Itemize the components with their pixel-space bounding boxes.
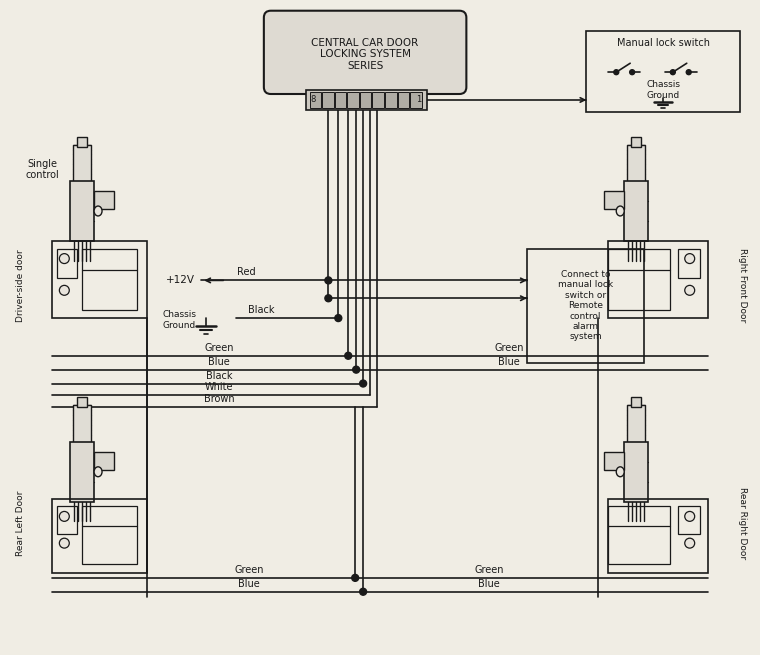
Circle shape bbox=[670, 69, 676, 75]
Bar bbox=[309, 92, 321, 108]
Circle shape bbox=[685, 538, 695, 548]
Bar bbox=[372, 92, 384, 108]
Text: Blue: Blue bbox=[208, 357, 230, 367]
Bar bbox=[70, 181, 94, 241]
Ellipse shape bbox=[616, 467, 624, 477]
Bar bbox=[608, 498, 708, 573]
Bar bbox=[624, 442, 648, 502]
Ellipse shape bbox=[94, 206, 102, 216]
Circle shape bbox=[345, 352, 352, 359]
Bar bbox=[624, 181, 648, 241]
Bar bbox=[73, 405, 91, 445]
Bar bbox=[608, 506, 670, 564]
Text: Rear Left Door: Rear Left Door bbox=[16, 491, 25, 556]
Circle shape bbox=[614, 69, 619, 75]
Text: Green: Green bbox=[494, 343, 524, 353]
Circle shape bbox=[685, 253, 695, 263]
Bar bbox=[604, 452, 624, 470]
Circle shape bbox=[352, 574, 359, 582]
Text: Blue: Blue bbox=[238, 579, 260, 589]
Text: Green: Green bbox=[204, 343, 234, 353]
Bar bbox=[631, 398, 641, 407]
Bar bbox=[678, 249, 700, 278]
Text: Driver-side door: Driver-side door bbox=[16, 249, 25, 322]
Bar bbox=[82, 249, 137, 310]
Circle shape bbox=[59, 286, 69, 295]
Bar bbox=[57, 249, 78, 278]
Text: Brown: Brown bbox=[204, 394, 235, 404]
Bar bbox=[678, 506, 700, 534]
Bar bbox=[627, 405, 645, 445]
Text: Black: Black bbox=[206, 371, 233, 381]
Bar bbox=[359, 92, 372, 108]
Text: Chassis
Ground: Chassis Ground bbox=[163, 310, 197, 329]
Text: +12V: +12V bbox=[166, 275, 195, 286]
Circle shape bbox=[59, 538, 69, 548]
Bar bbox=[627, 145, 645, 184]
Circle shape bbox=[685, 512, 695, 521]
Circle shape bbox=[325, 277, 332, 284]
Bar bbox=[94, 191, 114, 209]
Circle shape bbox=[630, 69, 635, 75]
Text: Green: Green bbox=[234, 565, 264, 575]
Text: White: White bbox=[205, 383, 233, 392]
Bar bbox=[82, 506, 137, 564]
Bar bbox=[94, 452, 114, 470]
Bar bbox=[527, 249, 644, 363]
Bar bbox=[70, 442, 94, 502]
Text: Manual lock switch: Manual lock switch bbox=[617, 39, 710, 48]
Bar bbox=[608, 241, 708, 318]
Circle shape bbox=[685, 286, 695, 295]
Text: Red: Red bbox=[236, 267, 255, 278]
Bar bbox=[587, 31, 740, 112]
Circle shape bbox=[686, 69, 691, 75]
Bar bbox=[410, 92, 422, 108]
Bar bbox=[604, 191, 624, 209]
Text: 1: 1 bbox=[416, 96, 422, 104]
Text: Single
control: Single control bbox=[26, 159, 59, 180]
Text: Blue: Blue bbox=[498, 357, 520, 367]
Circle shape bbox=[335, 314, 342, 322]
Text: Connect to
manual lock
switch or
Remote
control
alarm
system: Connect to manual lock switch or Remote … bbox=[558, 270, 613, 341]
Text: Rear Right Door: Rear Right Door bbox=[738, 487, 747, 559]
Bar bbox=[306, 90, 426, 110]
Circle shape bbox=[59, 512, 69, 521]
Bar bbox=[397, 92, 409, 108]
Bar bbox=[608, 249, 670, 310]
Text: Chassis
Ground: Chassis Ground bbox=[647, 81, 680, 100]
Text: 8: 8 bbox=[311, 96, 316, 104]
Bar bbox=[347, 92, 359, 108]
Bar bbox=[631, 137, 641, 147]
Ellipse shape bbox=[616, 206, 624, 216]
Text: CENTRAL CAR DOOR
LOCKING SYSTEM
SERIES: CENTRAL CAR DOOR LOCKING SYSTEM SERIES bbox=[312, 38, 419, 71]
Bar bbox=[322, 92, 334, 108]
Bar bbox=[52, 498, 147, 573]
Circle shape bbox=[325, 295, 332, 302]
Bar bbox=[52, 241, 147, 318]
Bar bbox=[57, 506, 78, 534]
Bar bbox=[73, 145, 91, 184]
FancyBboxPatch shape bbox=[264, 10, 467, 94]
Bar bbox=[385, 92, 397, 108]
Text: Black: Black bbox=[248, 305, 274, 315]
Circle shape bbox=[359, 380, 366, 387]
Bar bbox=[78, 398, 87, 407]
Text: Green: Green bbox=[474, 565, 504, 575]
Circle shape bbox=[59, 253, 69, 263]
Circle shape bbox=[353, 366, 359, 373]
Circle shape bbox=[359, 588, 366, 595]
Bar bbox=[78, 137, 87, 147]
Bar bbox=[334, 92, 347, 108]
Ellipse shape bbox=[94, 467, 102, 477]
Text: Blue: Blue bbox=[478, 579, 500, 589]
Text: Right Front Door: Right Front Door bbox=[738, 248, 747, 322]
